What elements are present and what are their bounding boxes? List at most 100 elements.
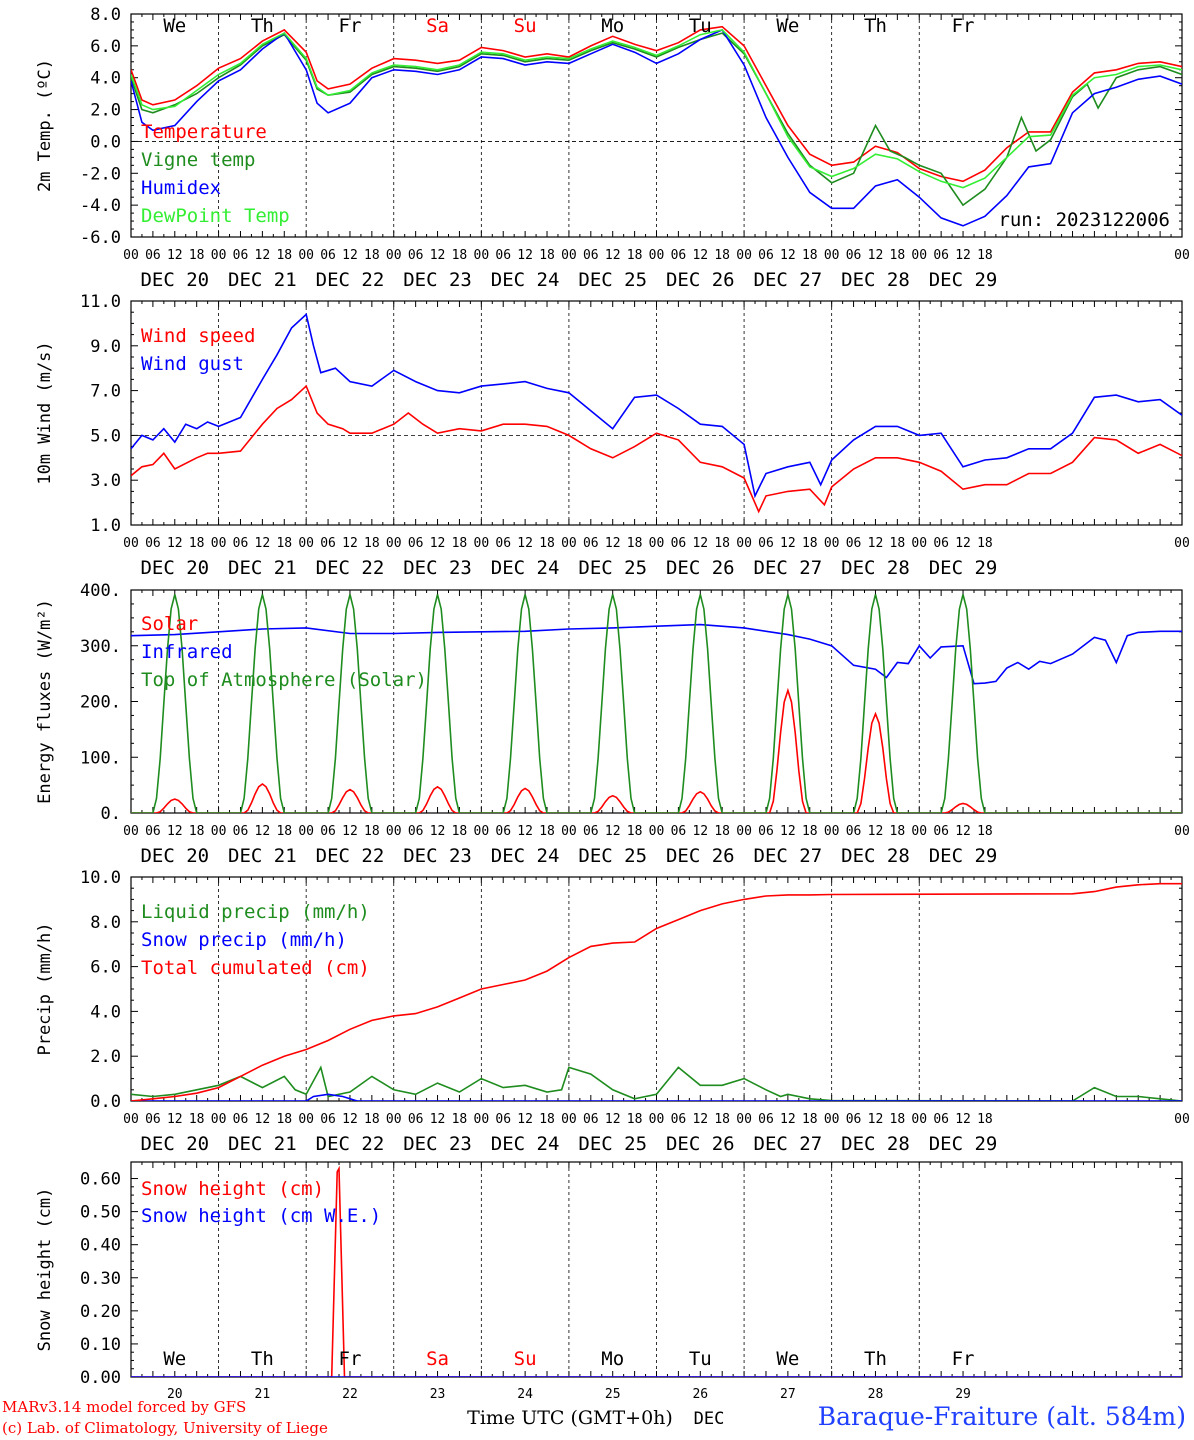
hour-tick-label: 06 xyxy=(583,1112,599,1127)
hour-tick-label: 00 xyxy=(824,536,840,551)
day-name: Th xyxy=(251,1348,274,1370)
day-name: Tu xyxy=(689,1348,712,1370)
month-label: DEC xyxy=(694,1409,725,1429)
hour-tick-label: 00 xyxy=(911,1112,927,1127)
y-axis-label: Energy fluxes (W/m²) xyxy=(35,599,55,804)
hour-tick-label: 00 xyxy=(211,536,227,551)
date-label: DEC 20 xyxy=(140,1133,209,1155)
hour-tick-label: 12 xyxy=(692,824,708,839)
hour-tick-label: 12 xyxy=(605,824,621,839)
y-tick-label: 0.60 xyxy=(80,1170,121,1190)
hour-tick-label: 18 xyxy=(627,536,643,551)
y-tick-label: 6.0 xyxy=(90,37,121,57)
hour-tick-label: 06 xyxy=(846,536,862,551)
y-tick-label: 0.00 xyxy=(80,1368,121,1388)
day-name: Fr xyxy=(339,1348,362,1370)
hour-tick-label: 18 xyxy=(977,824,993,839)
hour-tick-label: 00 xyxy=(123,824,139,839)
panel-energy xyxy=(130,589,1183,814)
hour-tick-label: 18 xyxy=(452,1112,468,1127)
model-credit: MARv3.14 model forced by GFS xyxy=(2,1398,247,1416)
date-label: DEC 23 xyxy=(403,1133,472,1155)
date-label: DEC 29 xyxy=(929,269,998,291)
hour-tick-label: 06 xyxy=(846,248,862,263)
hour-tick-label: 12 xyxy=(167,536,183,551)
hour-tick-label: 06 xyxy=(495,1112,511,1127)
series-vigne-temp xyxy=(131,32,1182,207)
hour-tick-label: 00 xyxy=(474,824,490,839)
day-number: 27 xyxy=(780,1387,796,1402)
hour-tick-label: 00 xyxy=(824,824,840,839)
hour-tick-label: 18 xyxy=(977,536,993,551)
hour-tick-label: 06 xyxy=(933,1112,949,1127)
legend-entry: Snow height (cm) xyxy=(141,1178,324,1200)
y-tick-label: 200. xyxy=(80,693,121,713)
panel-wind xyxy=(130,300,1183,526)
hour-tick-label: 00 xyxy=(298,248,314,263)
hour-tick-label: 06 xyxy=(583,824,599,839)
hour-tick-label: 12 xyxy=(780,824,796,839)
hour-tick-label: 18 xyxy=(627,248,643,263)
date-label: DEC 23 xyxy=(403,557,472,579)
date-label: DEC 27 xyxy=(754,557,823,579)
hour-tick-label: 18 xyxy=(364,824,380,839)
hour-tick-label: 00 xyxy=(298,824,314,839)
date-label: DEC 21 xyxy=(228,845,297,867)
hour-tick-label: 00 xyxy=(474,536,490,551)
hour-tick-label: 06 xyxy=(320,248,336,263)
hour-tick-label: 12 xyxy=(605,1112,621,1127)
hour-tick-label: 12 xyxy=(692,248,708,263)
y-tick-label: 0.40 xyxy=(80,1236,121,1256)
hour-tick-label: 00 xyxy=(649,824,665,839)
y-tick-label: 6.0 xyxy=(90,958,121,978)
series-infrared xyxy=(131,623,1182,685)
legend-entry: Humidex xyxy=(141,177,221,199)
series-total-cumulated-cm xyxy=(131,882,1182,1101)
hour-tick-label: 06 xyxy=(320,1112,336,1127)
date-label: DEC 23 xyxy=(403,845,472,867)
y-tick-label: 4.0 xyxy=(90,69,121,89)
lab-credit: (c) Lab. of Climatology, University of L… xyxy=(2,1419,328,1437)
date-label: DEC 21 xyxy=(228,1133,297,1155)
series-liquid-precip-mm-h xyxy=(131,1065,1182,1101)
series-top-of-atmosphere-solar xyxy=(131,594,1182,813)
y-tick-label: 10.0 xyxy=(80,868,121,888)
hour-tick-label: 00 xyxy=(736,824,752,839)
hour-tick-label: 18 xyxy=(276,824,292,839)
date-label: DEC 26 xyxy=(666,845,735,867)
hour-tick-label: 18 xyxy=(452,824,468,839)
hour-tick-label: 12 xyxy=(342,536,358,551)
date-label: DEC 29 xyxy=(929,1133,998,1155)
date-label: DEC 22 xyxy=(316,557,385,579)
date-label: DEC 25 xyxy=(578,845,647,867)
day-name: Mo xyxy=(601,15,624,37)
station-name: Baraque-Fraiture (alt. 584m) xyxy=(817,1402,1186,1431)
hour-tick-label: 06 xyxy=(233,1112,249,1127)
day-number: 24 xyxy=(517,1387,533,1402)
hour-tick-label: 18 xyxy=(539,536,555,551)
hour-tick-label: 18 xyxy=(364,1112,380,1127)
hour-tick-label: 06 xyxy=(583,248,599,263)
day-number: 21 xyxy=(255,1387,271,1402)
hour-tick-label: 12 xyxy=(868,1112,884,1127)
hour-tick-label: 06 xyxy=(145,536,161,551)
hour-tick-label: 12 xyxy=(517,536,533,551)
hour-tick-label: 00 xyxy=(824,248,840,263)
hour-tick-label: 00 xyxy=(911,248,927,263)
hour-tick-label: 18 xyxy=(977,248,993,263)
legend-entry: Top of Atmosphere (Solar) xyxy=(141,669,427,691)
day-name: Fr xyxy=(339,15,362,37)
hour-tick-label: 18 xyxy=(890,824,906,839)
y-tick-label: 3.0 xyxy=(90,471,121,491)
hour-tick-label: 12 xyxy=(955,536,971,551)
hour-tick-label: 12 xyxy=(780,248,796,263)
legend-entry: Wind gust xyxy=(141,353,244,375)
hour-tick-label: 00 xyxy=(386,248,402,263)
hour-tick-label: 06 xyxy=(145,824,161,839)
hour-tick-label: 18 xyxy=(539,1112,555,1127)
panel-precip xyxy=(130,876,1183,1102)
hour-tick-label: 06 xyxy=(671,536,687,551)
hour-tick-label: 12 xyxy=(955,1112,971,1127)
hour-tick-label: 00 xyxy=(1174,824,1190,839)
